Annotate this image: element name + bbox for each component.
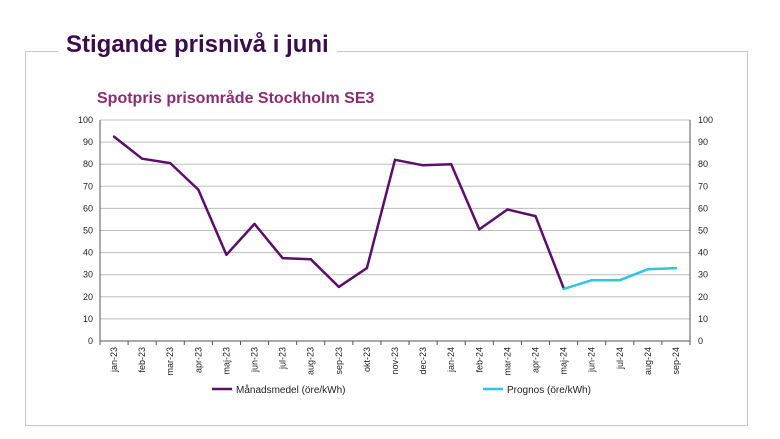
x-tick-label: okt-23 [362,347,372,372]
x-tick-label: jan-24 [446,347,456,373]
x-tick-label: jul-23 [278,347,288,370]
x-tick-label: aug-24 [643,347,653,375]
y-tick-label-right: 60 [698,203,708,213]
y-tick-label-right: 70 [698,181,708,191]
legend-label: Prognos (öre/kWh) [507,385,591,396]
x-tick-label: dec-23 [418,347,428,375]
y-tick-label-left: 90 [83,137,93,147]
y-tick-label-left: 50 [83,226,93,236]
data-point [506,208,509,211]
y-tick-label-right: 50 [698,226,708,236]
x-tick-label: mar-24 [502,347,512,376]
y-tick-label-left: 60 [83,203,93,213]
x-tick-label: sep-23 [334,347,344,375]
data-point [562,287,565,291]
y-tick-label-left: 0 [88,336,93,346]
data-point [140,157,144,160]
data-point [197,188,200,191]
x-tick-label: mar-23 [165,347,175,376]
y-tick-label-left: 80 [83,159,93,169]
data-point [112,135,116,138]
x-tick-label: jun-23 [250,347,260,373]
data-point [590,279,593,282]
data-point [534,214,537,218]
chart-title: Spotpris prisområde Stockholm SE3 [97,90,375,107]
data-point [337,285,340,289]
y-tick-label-right: 80 [698,159,708,169]
x-tick-label: feb-23 [137,347,147,373]
y-tick-label-right: 90 [698,137,708,147]
data-point [646,268,650,271]
x-tick-label: nov-23 [390,347,400,375]
series-line-manadsmedel [113,135,565,289]
data-point [478,228,481,231]
data-point [281,256,284,260]
series-line-prognos [563,266,677,291]
data-point [365,266,369,270]
y-tick-label-right: 0 [698,336,703,346]
y-tick-label-right: 20 [698,292,708,302]
y-tick-label-right: 40 [698,248,708,258]
data-point [225,253,228,256]
y-tick-label-left: 30 [83,270,93,280]
data-point [618,279,621,282]
x-tick-label: apr-24 [530,347,540,373]
y-tick-label-left: 100 [78,115,93,125]
x-tick-label: feb-24 [474,347,484,373]
x-tick-label: jan-23 [109,347,119,373]
data-point [393,158,397,161]
data-point [674,266,678,270]
y-tick-label-right: 10 [698,314,708,324]
x-tick-label: maj-23 [221,347,231,375]
x-tick-label: aug-23 [306,347,316,375]
data-point [421,164,425,167]
x-tick-label: jul-24 [615,347,625,370]
y-tick-label-right: 100 [698,115,713,125]
data-point [253,222,256,226]
page-title: Stigande prisnivå i juni [58,31,337,59]
legend-label: Månadsmedel (öre/kWh) [236,384,345,396]
y-tick-label-left: 10 [83,314,93,324]
x-tick-label: sep-24 [671,347,681,375]
data-point [309,258,312,261]
y-tick-label-left: 70 [83,181,93,191]
data-point [169,161,172,165]
y-tick-label-right: 30 [698,270,708,280]
x-tick-label: jun-24 [587,347,597,373]
x-tick-label: apr-23 [193,347,203,373]
y-tick-label-left: 20 [83,292,93,302]
x-tick-label: maj-24 [559,347,569,375]
chart-frame [25,51,748,426]
data-point [450,163,453,166]
y-tick-label-left: 40 [83,248,93,258]
